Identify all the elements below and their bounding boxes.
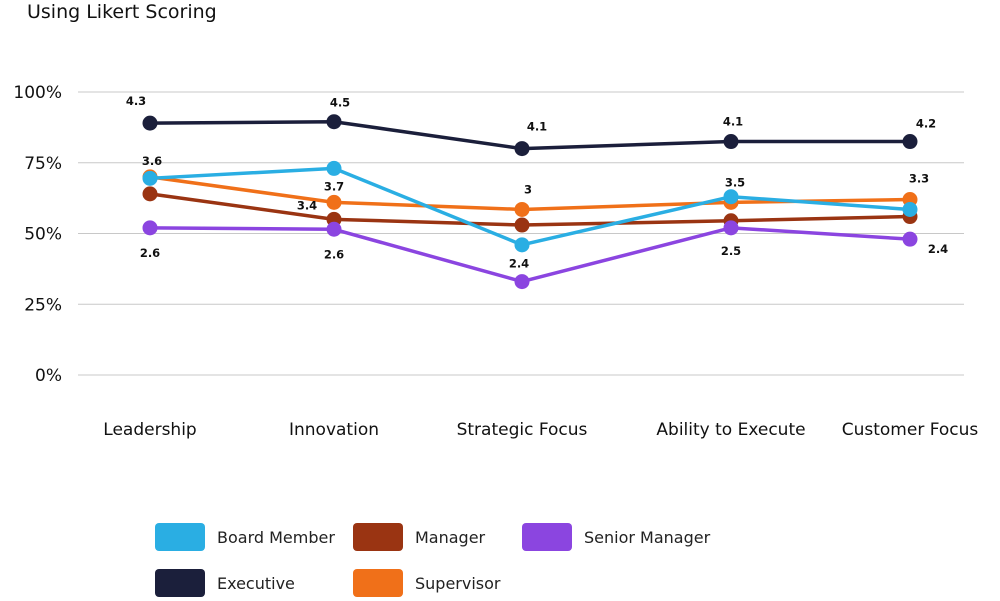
x-tick-label: Leadership (103, 420, 196, 440)
data-label: 2.4 (928, 242, 948, 256)
legend-swatch (155, 523, 205, 551)
data-point-executive (142, 115, 158, 131)
data-point-senior-manager (326, 221, 342, 237)
data-label: 4.3 (126, 94, 146, 108)
data-point-senior-manager (514, 274, 530, 290)
data-point-executive (326, 114, 342, 130)
legend-swatch (522, 523, 572, 551)
x-tick-label: Strategic Focus (457, 420, 588, 440)
chart-title: Using Likert Scoring (27, 1, 217, 23)
y-tick-label: 75% (24, 154, 62, 174)
data-label: 3.6 (142, 154, 162, 168)
legend-swatch (353, 569, 403, 597)
data-label: 3 (524, 182, 532, 196)
y-tick-label: 25% (24, 295, 62, 315)
data-point-board-member (142, 170, 158, 186)
legend-item-executive: Executive (155, 569, 295, 597)
x-tick-label: Customer Focus (842, 420, 979, 440)
legend-item-supervisor: Supervisor (353, 569, 501, 597)
legend-item-senior-manager: Senior Manager (522, 523, 710, 551)
data-point-board-member (902, 201, 918, 217)
data-label: 4.5 (330, 96, 350, 110)
data-label: 4.1 (527, 120, 547, 134)
data-point-executive (514, 141, 530, 157)
data-label: 2.6 (140, 246, 160, 260)
y-tick-label: 50% (24, 225, 62, 245)
data-point-senior-manager (142, 220, 158, 236)
legend-label: Manager (415, 527, 486, 547)
y-tick-label: 100% (13, 83, 62, 103)
data-label: 2.6 (324, 247, 344, 261)
data-point-supervisor (514, 201, 530, 217)
data-point-supervisor (326, 194, 342, 210)
y-tick-label: 0% (35, 366, 62, 386)
data-label: 3.3 (909, 172, 929, 186)
data-label: 2.4 (509, 257, 529, 271)
data-label: 2.5 (721, 244, 741, 258)
data-point-manager (514, 217, 530, 233)
data-label: 4.2 (916, 117, 936, 131)
x-tick-label: Ability to Execute (656, 420, 805, 440)
data-label: 3.4 (297, 198, 317, 212)
data-point-senior-manager (723, 220, 739, 236)
data-point-executive (723, 134, 739, 150)
data-label: 3.5 (725, 176, 745, 190)
data-label: 3.7 (324, 179, 344, 193)
legend-item-board-member: Board Member (155, 523, 335, 551)
data-point-board-member (326, 160, 342, 176)
data-point-executive (902, 134, 918, 150)
data-point-board-member (723, 189, 739, 205)
legend-swatch (155, 569, 205, 597)
legend-item-manager: Manager (353, 523, 485, 551)
data-label: 4.1 (723, 115, 743, 129)
legend-label: Supervisor (415, 573, 501, 593)
legend-swatch (353, 523, 403, 551)
data-point-senior-manager (902, 231, 918, 247)
legend-label: Board Member (217, 527, 335, 547)
data-point-manager (142, 186, 158, 202)
legend-label: Executive (217, 573, 295, 593)
legend-label: Senior Manager (584, 527, 711, 547)
series-line-senior-manager (149, 226, 911, 284)
x-tick-label: Innovation (289, 420, 379, 440)
data-point-board-member (514, 237, 530, 253)
